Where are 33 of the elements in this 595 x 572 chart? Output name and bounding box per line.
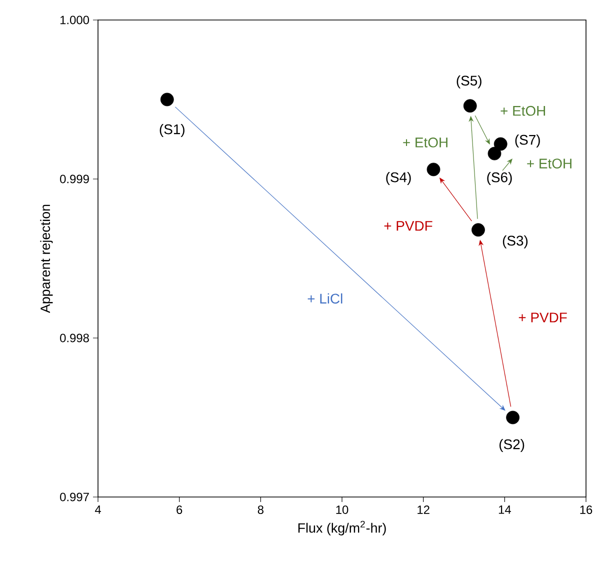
x-tick-label: 10 [336,506,348,514]
x-tick-label: 6 [176,506,182,514]
point [488,146,502,160]
annotation: + LiCl [308,293,342,304]
annotation: (S4) [386,172,411,185]
y-tick-label: 0.999 [60,174,89,184]
annotation: + EtOH [500,106,546,116]
annotation: + PVDF [518,312,567,322]
x-tick-label: 16 [580,506,592,514]
y-tick-label: 0.997 [60,492,89,502]
annotation: (S1) [160,124,184,137]
y-axis-title: Apparent rejection [40,204,53,314]
x-tick-label: 12 [418,506,430,514]
y-tick-label: 1.000 [60,16,90,24]
point [472,223,485,237]
point [463,99,477,113]
annotation: + EtOH [403,138,448,148]
y-tick-label: 0.998 [60,334,89,342]
annotation: (S6) [487,172,512,186]
x-axis-title: Flux (kg/m$^{2}$-hr) [298,520,386,536]
point [160,92,174,106]
annotation: + EtOH [527,158,572,168]
annotation: (S7) [515,134,540,148]
point [494,137,508,151]
x-tick-label: 8 [258,506,264,514]
point [426,162,440,176]
annotation: (S3) [502,235,528,248]
annotation: + PVDF [384,221,432,231]
x-tick-label: 4 [94,506,101,514]
annotation: (S2) [499,439,524,452]
annotation: (S5) [456,75,482,88]
point [506,410,520,424]
x-tick-label: 14 [498,506,511,514]
